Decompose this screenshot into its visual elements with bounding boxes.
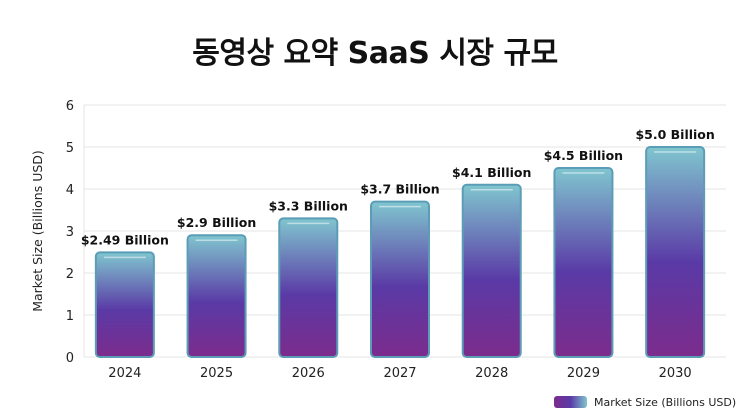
x-tick-label: 2025 — [200, 366, 233, 381]
x-tick-label: 2030 — [659, 366, 692, 381]
data-label: $5.0 Billion — [635, 127, 714, 142]
data-label: $3.7 Billion — [360, 182, 439, 197]
x-tick-label: 2024 — [108, 366, 141, 381]
x-tick-label: 2027 — [383, 366, 416, 381]
data-label: $4.1 Billion — [452, 165, 531, 180]
bar — [461, 183, 522, 358]
bar — [94, 251, 155, 358]
legend-label: Market Size (Billions USD) — [594, 396, 736, 409]
x-tick-label: 2026 — [292, 366, 325, 381]
y-axis-label: Market Size (Billions USD) — [30, 150, 45, 312]
y-tick-label: 0 — [66, 351, 74, 366]
data-label: $3.3 Billion — [269, 198, 348, 213]
x-tick-label: 2029 — [567, 366, 600, 381]
y-tick-label: 2 — [66, 267, 74, 282]
data-label: $2.49 Billion — [81, 232, 169, 247]
y-tick-label: 5 — [66, 141, 74, 156]
bar — [645, 146, 706, 358]
legend-swatch — [554, 396, 587, 408]
y-tick-label: 4 — [66, 183, 74, 198]
bar — [278, 217, 339, 358]
x-tick-label: 2028 — [475, 366, 508, 381]
data-label: $4.5 Billion — [544, 148, 623, 163]
y-tick-label: 3 — [66, 225, 74, 240]
y-tick-label: 6 — [66, 99, 74, 114]
data-label: $2.9 Billion — [177, 215, 256, 230]
bar — [186, 234, 247, 358]
chart-title: 동영상 요약 SaaS 시장 규모 — [192, 36, 558, 71]
y-tick-label: 1 — [66, 309, 74, 324]
bar — [553, 167, 614, 358]
bar — [370, 200, 430, 358]
